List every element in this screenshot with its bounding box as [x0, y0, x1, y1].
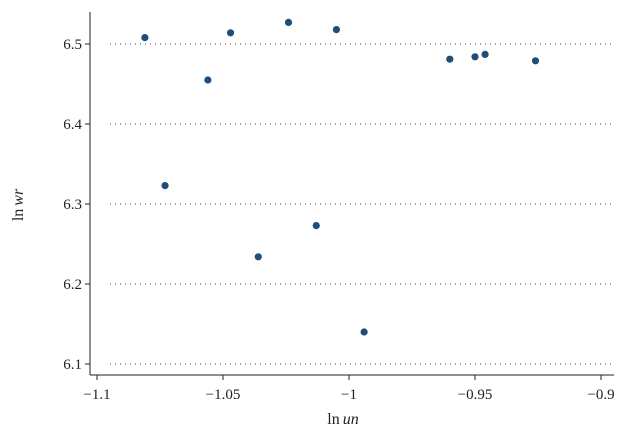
data-point	[360, 328, 368, 336]
y-axis-title-variable: wr	[10, 188, 27, 206]
data-point	[471, 53, 479, 61]
data-point	[141, 34, 149, 42]
x-tick-label: −1.05	[206, 387, 241, 403]
data-point	[332, 26, 340, 34]
y-tick-label: 6.5	[63, 37, 82, 53]
data-point	[254, 253, 262, 261]
data-point	[481, 50, 489, 59]
data-point	[284, 18, 293, 26]
x-tick-label: −0.9	[587, 387, 614, 403]
y-tick-label: 6.4	[63, 117, 82, 133]
y-tick-label: 6.2	[63, 277, 82, 293]
x-tick-label: −0.95	[458, 387, 493, 403]
data-point	[446, 55, 454, 63]
y-tick-label: 6.1	[63, 357, 82, 373]
data-point	[226, 29, 235, 37]
x-tick-label: −1.1	[83, 387, 110, 403]
x-tick-label: −1	[341, 387, 357, 403]
x-axis-title-variable: un	[343, 411, 359, 428]
x-axis-title: ln un	[327, 411, 358, 428]
data-point	[204, 76, 212, 84]
data-point	[161, 182, 169, 190]
data-points	[141, 18, 540, 336]
grid-lines	[110, 43, 614, 365]
y-axis-title-prefix: ln	[10, 209, 27, 221]
y-axis-ticks: 6.1 6.2 6.3 6.4 6.5	[63, 37, 90, 373]
y-tick-label: 6.3	[63, 197, 82, 213]
y-axis-title: ln wr	[10, 188, 27, 221]
x-axis-ticks: −1.1 −1.05 −1 −0.95 −0.9	[83, 375, 615, 403]
x-axis-title-prefix: ln	[327, 411, 339, 428]
data-point	[531, 57, 540, 65]
data-point	[312, 222, 320, 230]
